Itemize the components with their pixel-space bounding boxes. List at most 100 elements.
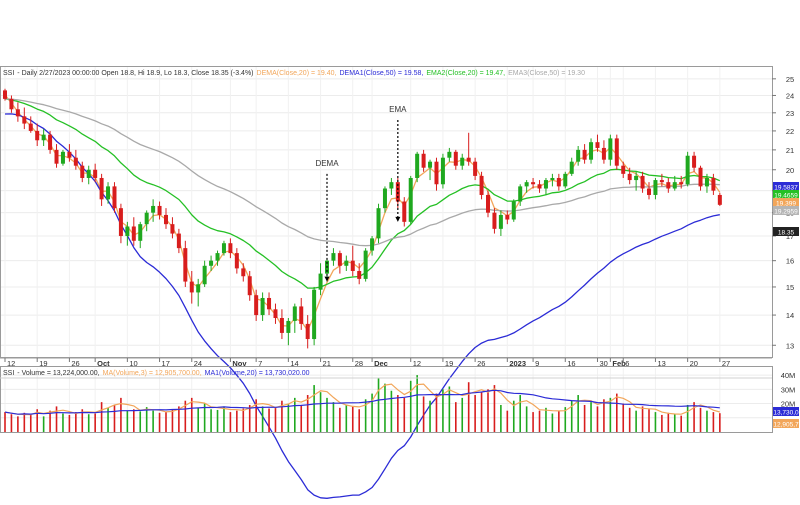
candle-body — [3, 90, 7, 99]
candle-body — [389, 182, 394, 189]
candle-body — [537, 184, 542, 189]
volume-bar — [133, 409, 135, 432]
date-tick-label: 10 — [129, 359, 137, 368]
volume-bar — [113, 404, 116, 432]
candle — [627, 167, 632, 185]
candle-body — [531, 182, 536, 185]
price-tick-label: 15 — [786, 283, 794, 292]
volume-tag: 12,905,7 — [773, 419, 799, 429]
candle-body — [267, 297, 272, 310]
volume-bar — [403, 397, 406, 432]
candle — [138, 221, 143, 249]
annotation-label-ema: EMA — [389, 105, 407, 114]
candle-body — [131, 226, 136, 241]
date-tick-label: 13 — [657, 359, 665, 368]
candle-body — [305, 323, 310, 340]
candle — [202, 260, 207, 287]
price-tag-bg — [773, 198, 799, 207]
volume-bar — [622, 403, 625, 432]
candle — [144, 210, 149, 232]
volume-bar — [525, 406, 528, 432]
volume-bar — [165, 412, 167, 432]
volume-bar — [654, 412, 657, 432]
candle — [118, 203, 123, 244]
candle — [492, 208, 497, 234]
candle-body — [202, 265, 207, 285]
candle-body — [595, 142, 600, 148]
volume-bar — [229, 412, 232, 432]
date-tick-label: 12 — [413, 359, 421, 368]
date-tick-label: 2023 — [509, 359, 526, 368]
volume-bar — [551, 413, 554, 432]
volume-bar — [107, 407, 109, 432]
volume-bar — [583, 404, 586, 432]
header-symbol: SSI — [3, 370, 14, 377]
candle — [254, 289, 259, 321]
candle — [15, 102, 20, 122]
price-tick-label: 14 — [786, 311, 794, 320]
candle — [273, 303, 278, 324]
volume-bar — [287, 403, 290, 432]
volume-bar — [248, 404, 251, 432]
candle-body — [337, 253, 342, 266]
volume-bar — [339, 407, 341, 432]
candle — [408, 175, 413, 225]
volume-bar — [512, 400, 515, 432]
volume-bar — [429, 400, 431, 432]
volume-bar — [100, 402, 103, 432]
volume-bar — [55, 406, 58, 432]
panel-header-text: SSI - Daily 2/27/2023 00:00:00 Open 18.8,… — [3, 70, 585, 77]
price-tag: 18.35 — [773, 227, 799, 237]
date-tick-label: Oct — [97, 359, 110, 368]
candle-body — [144, 212, 149, 225]
candle-body — [486, 194, 490, 213]
volume-tick-label: 20M — [781, 400, 796, 409]
price-tick-label: 25 — [786, 75, 794, 84]
price-tag-bg — [773, 190, 799, 199]
header-legend: MA1(Volume,20) = 13,730,020.00 — [205, 370, 310, 377]
candle — [331, 248, 336, 266]
candle — [434, 157, 439, 191]
candle — [717, 192, 722, 206]
candle-body — [647, 188, 651, 195]
volume-bar — [313, 385, 315, 432]
volume-bar — [87, 414, 90, 432]
header-legend: - Volume = 13,224,000.00, — [17, 370, 99, 377]
price-tag-bg — [773, 227, 799, 236]
candle-body — [717, 194, 722, 205]
candle — [531, 177, 536, 189]
volume-bar — [686, 404, 689, 432]
candle-body — [312, 289, 317, 340]
date-tick-label: 14 — [290, 359, 298, 368]
header-symbol: SSI — [3, 70, 14, 77]
candle-body — [234, 253, 239, 269]
volume-bar — [145, 407, 148, 432]
candle-body — [112, 186, 117, 209]
volume-bar — [29, 414, 32, 432]
ma-line-dema1-close-50- — [4, 113, 720, 499]
candle — [415, 151, 420, 183]
price-tag-label: 19.5837 — [774, 185, 798, 192]
volume-bar — [75, 412, 77, 432]
volume-bar — [519, 395, 521, 432]
volume-bar — [68, 414, 71, 432]
candle — [653, 177, 658, 200]
header-legend: EMA2(Close,20) = 19.47, — [426, 70, 505, 77]
price-tag: 19.4659 — [773, 190, 799, 200]
price-tag-label: 19.2959 — [774, 209, 798, 216]
candle-body — [447, 151, 452, 158]
volume-bar — [538, 410, 541, 432]
candle-body — [41, 134, 46, 141]
candle — [466, 132, 471, 166]
price-tick-label: 13 — [786, 341, 794, 350]
price-tag-label: 19.399 — [776, 201, 796, 208]
moving-average-lines — [4, 94, 721, 499]
candle-body — [292, 306, 297, 321]
volume-bar — [699, 407, 702, 432]
candle — [511, 199, 516, 222]
header-legend: MA(Volume,3) = 12,905,700.00, — [103, 370, 202, 377]
candle — [382, 186, 387, 213]
volume-bar — [448, 386, 451, 432]
candle — [241, 263, 246, 282]
candle — [67, 144, 72, 162]
